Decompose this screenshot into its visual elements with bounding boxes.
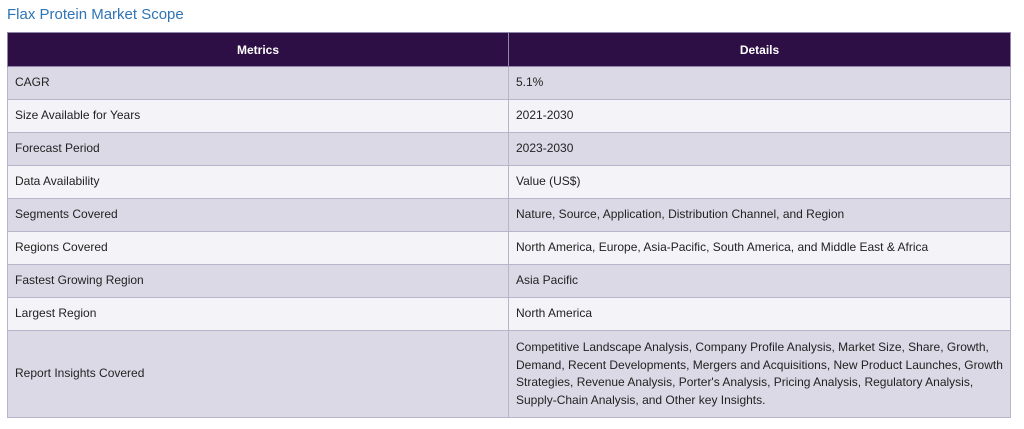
table-row: CAGR 5.1% — [7, 66, 1011, 100]
metric-cell: Fastest Growing Region — [7, 264, 509, 298]
detail-cell: North America, Europe, Asia-Pacific, Sou… — [508, 231, 1011, 265]
metric-cell: Regions Covered — [7, 231, 509, 265]
detail-cell: Nature, Source, Application, Distributio… — [508, 198, 1011, 232]
table-header-row: Metrics Details — [7, 32, 1011, 67]
metric-cell: Data Availability — [7, 165, 509, 199]
table-row: Segments Covered Nature, Source, Applica… — [7, 198, 1011, 232]
table-row: Fastest Growing Region Asia Pacific — [7, 264, 1011, 298]
detail-cell: Asia Pacific — [508, 264, 1011, 298]
metric-cell: Size Available for Years — [7, 99, 509, 133]
detail-cell: North America — [508, 297, 1011, 331]
metric-cell: Segments Covered — [7, 198, 509, 232]
metric-cell: Forecast Period — [7, 132, 509, 166]
header-details: Details — [508, 32, 1011, 67]
table-row: Forecast Period 2023-2030 — [7, 132, 1011, 166]
table-row: Regions Covered North America, Europe, A… — [7, 231, 1011, 265]
table-row: Largest Region North America — [7, 297, 1011, 331]
market-scope-table: Metrics Details CAGR 5.1% Size Available… — [7, 32, 1011, 418]
page-title: Flax Protein Market Scope — [7, 6, 184, 23]
detail-cell: 2023-2030 — [508, 132, 1011, 166]
detail-cell: 2021-2030 — [508, 99, 1011, 133]
table-row: Size Available for Years 2021-2030 — [7, 99, 1011, 133]
table-row: Report Insights Covered Competitive Land… — [7, 330, 1011, 418]
header-metrics: Metrics — [7, 32, 509, 67]
detail-cell: Competitive Landscape Analysis, Company … — [508, 330, 1011, 418]
detail-cell: 5.1% — [508, 66, 1011, 100]
detail-cell: Value (US$) — [508, 165, 1011, 199]
metric-cell: CAGR — [7, 66, 509, 100]
metric-cell: Largest Region — [7, 297, 509, 331]
table-row: Data Availability Value (US$) — [7, 165, 1011, 199]
metric-cell: Report Insights Covered — [7, 330, 509, 418]
